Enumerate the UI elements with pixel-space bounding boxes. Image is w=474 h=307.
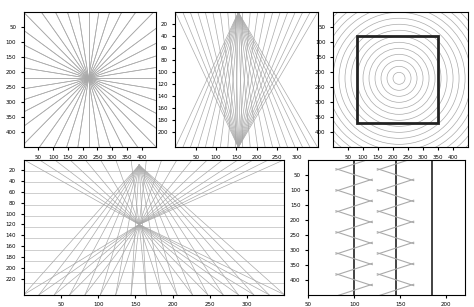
X-axis label: (b): (b) [239, 161, 254, 171]
Bar [357, 36, 438, 123]
X-axis label: (c): (c) [394, 161, 407, 171]
X-axis label: (a): (a) [83, 161, 97, 171]
